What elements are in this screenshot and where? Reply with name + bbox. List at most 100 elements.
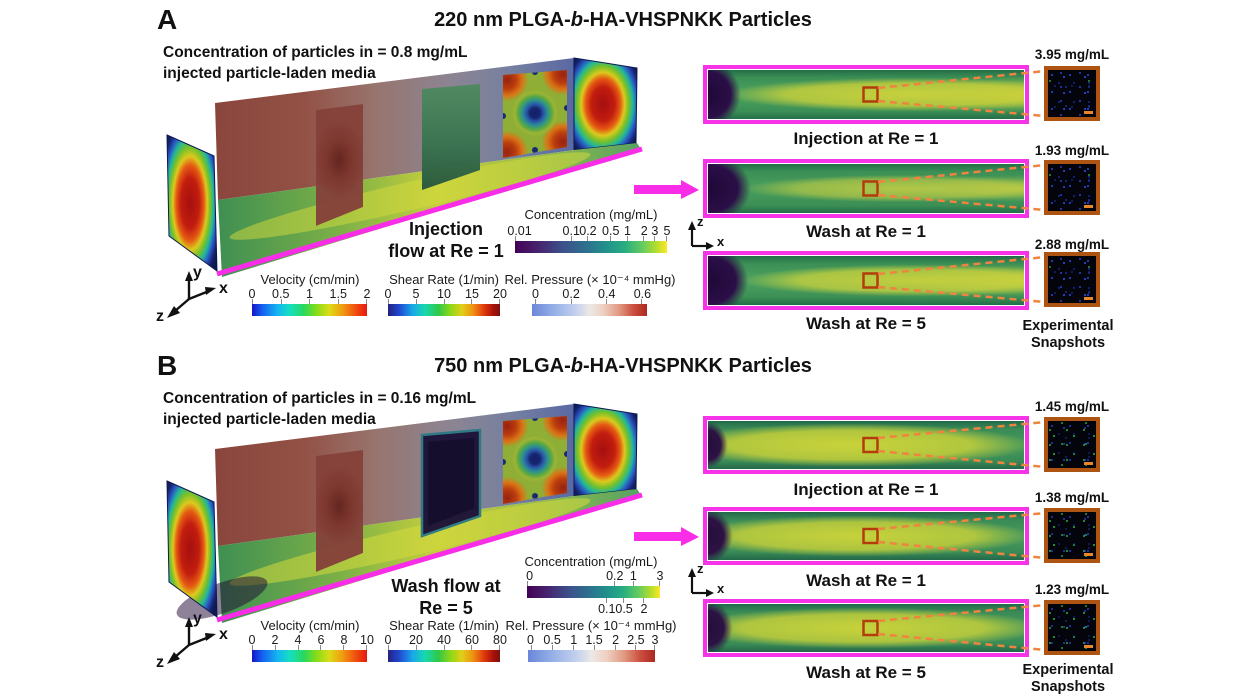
panel-b-flow-label-line1: Wash flow at (391, 576, 501, 596)
panel-a-axis-x-label: x (219, 280, 228, 297)
panel-a-tag: A (157, 4, 178, 35)
panel-a-axis-z-label: z (156, 308, 164, 325)
snapshots-caption-line1: Experimental (1022, 662, 1114, 678)
experimental-snapshot (1044, 160, 1100, 215)
micrograph (1048, 421, 1096, 468)
panel-b-title-prefix: 750 nm PLGA- (434, 355, 571, 377)
concentration-colorbar-title-a: Concentration (mg/mL) (524, 207, 658, 222)
tick-label: 0.5 (615, 602, 633, 616)
shear-colorbar-a (388, 304, 500, 316)
shear-colorbar-title-a: Shear Rate (1/min) (389, 272, 499, 287)
channel-view-b-injection-re1 (703, 416, 1029, 474)
flow-arrow-icon (634, 527, 699, 546)
shear-colorbar-title-b: Shear Rate (1/min) (389, 618, 499, 633)
panel-b-title-italic: b (570, 355, 583, 377)
shear-colorbar-ticks-b: 0 20 40 60 80 (384, 633, 507, 647)
channel-label: Injection at Re = 1 (793, 480, 939, 499)
panel-b-title-suffix: -HA-VHSPNKK Particles (582, 355, 812, 377)
panel-a-flow-label-line1: Injection (408, 219, 484, 239)
snapshot-concentration: 1.45 mg/mL (1034, 399, 1110, 414)
shear-cross-plane (503, 70, 567, 158)
panel-b-flow-label-line2: Re = 5 (419, 598, 473, 618)
panel-a-flow-label-line2: flow at Re = 1 (388, 241, 504, 261)
tick-label: 0 (384, 633, 392, 647)
channel-field (708, 604, 1024, 652)
panel-b-tag: B (157, 350, 178, 381)
shear-cross-plane (503, 416, 567, 504)
channel-view-b-wash-re5 (703, 599, 1029, 657)
velocity-colorbar-tickmarks-b (252, 645, 367, 650)
tick-label: 5 (663, 224, 671, 238)
duct-outlet-face (573, 57, 638, 151)
panel-a-title-suffix: -HA-VHSPNKK Particles (582, 9, 812, 31)
experimental-snapshot (1044, 252, 1100, 307)
tick-label: 0.2 (562, 287, 580, 301)
experimental-snapshot (1044, 66, 1100, 121)
panel-a-title: 220 nm PLGA-b-HA-VHSPNKK Particles (434, 9, 812, 32)
velocity-colorbar-ticks-a: 0 0.5 1 1.5 2 (248, 287, 371, 301)
snapshot-concentration: 1.23 mg/mL (1034, 582, 1110, 597)
channel-field (708, 421, 1024, 469)
pressure-colorbar-tickmarks-b (528, 645, 655, 650)
tick-label: 60 (465, 633, 479, 647)
tick-label: 2 (640, 224, 648, 238)
tick-label: 1.5 (329, 287, 347, 301)
tick-label: 6 (317, 633, 325, 647)
tick-label: 2 (640, 602, 648, 616)
tick-label: 2 (271, 633, 279, 647)
pressure-colorbar-title-a: Rel. Pressure (× 10⁻⁴ mmHg) (504, 272, 676, 287)
panel-a-title-prefix: 220 nm PLGA- (434, 9, 571, 31)
experimental-snapshot (1044, 417, 1100, 472)
tick-label: 0 (527, 633, 535, 647)
shear-colorbar-tickmarks-b (388, 645, 500, 650)
micrograph (1048, 164, 1096, 211)
concentration-colorbar-ticks-bottom-b: 0.1 0.5 2 (527, 602, 660, 616)
pressure-cross-plane (316, 450, 363, 572)
pressure-colorbar-ticks-b: 0 0.5 1 1.5 2 2.5 3 (527, 633, 658, 647)
channel-label: Wash at Re = 5 (806, 314, 926, 333)
concentration-colorbar-a (515, 241, 667, 253)
tick-label: 10 (360, 633, 374, 647)
channel-view-a-injection-re1 (703, 65, 1029, 124)
tick-label: 4 (294, 633, 302, 647)
velocity-colorbar-b (252, 650, 367, 662)
panel-b-2d-axis-z-label: z (697, 561, 704, 576)
tick-label: 2 (363, 287, 371, 301)
duct-outlet-face (573, 403, 638, 497)
snapshots-caption-line2: Snapshots (1030, 335, 1106, 351)
velocity-colorbar-title-b: Velocity (cm/min) (260, 618, 360, 633)
snapshots-caption-line2: Snapshots (1030, 679, 1106, 695)
tick-label: 0.4 (598, 287, 616, 301)
micrograph (1048, 256, 1096, 303)
concentration-colorbar-ticks-top-b: 0 0.2 1 3 (526, 569, 663, 583)
tick-label: 0.6 (633, 287, 652, 301)
panel-a-2d-axis-z-label: z (697, 214, 704, 229)
channel-view-b-wash-re1 (703, 507, 1029, 565)
tick-label: 3 (656, 569, 664, 583)
panel-a-2d-axis-x-label: x (717, 234, 725, 249)
concentration-colorbar-b (527, 586, 660, 598)
panel-b-axis-y-label: y (193, 610, 202, 627)
shear-colorbar-ticks-a: 0 5 10 15 20 (385, 287, 507, 301)
tick-label: 0 (248, 287, 256, 301)
tick-label: 1.5 (585, 633, 603, 647)
panel-a-title-italic: b (570, 9, 583, 31)
tick-label: 3 (651, 224, 659, 238)
tick-label: 10 (437, 287, 451, 301)
snapshot-concentration: 1.93 mg/mL (1034, 143, 1110, 158)
pressure-colorbar-tickmarks-a (532, 299, 647, 304)
snapshot-concentration: 3.95 mg/mL (1034, 47, 1110, 62)
channel-view-a-wash-re5 (703, 251, 1029, 310)
panel-b-axis-z-label: z (156, 654, 164, 671)
velocity-colorbar-tickmarks-a (252, 299, 367, 304)
micrograph (1048, 70, 1096, 117)
panel-a-axis-triad-icon (167, 271, 216, 318)
velocity-colorbar-title-a: Velocity (cm/min) (260, 272, 360, 287)
channel-field (708, 164, 1024, 213)
channel-label: Wash at Re = 1 (806, 222, 926, 241)
velocity-colorbar-ticks-b: 0 2 4 6 8 10 (249, 633, 374, 647)
concentration-cross-plane (420, 428, 482, 538)
pressure-cross-plane (316, 104, 363, 226)
duct-inlet-face (166, 134, 218, 273)
tick-label: 2 (612, 633, 620, 647)
